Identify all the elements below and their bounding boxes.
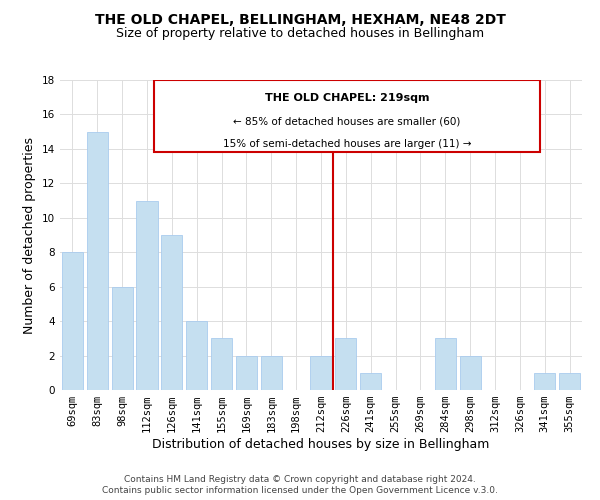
Text: 15% of semi-detached houses are larger (11) →: 15% of semi-detached houses are larger (… <box>223 138 472 148</box>
Bar <box>161 235 182 390</box>
Bar <box>435 338 456 390</box>
Text: THE OLD CHAPEL, BELLINGHAM, HEXHAM, NE48 2DT: THE OLD CHAPEL, BELLINGHAM, HEXHAM, NE48… <box>95 12 505 26</box>
Bar <box>335 338 356 390</box>
Bar <box>87 132 108 390</box>
Bar <box>460 356 481 390</box>
Bar <box>310 356 332 390</box>
Text: THE OLD CHAPEL: 219sqm: THE OLD CHAPEL: 219sqm <box>265 93 430 103</box>
Bar <box>112 286 133 390</box>
Text: Size of property relative to detached houses in Bellingham: Size of property relative to detached ho… <box>116 28 484 40</box>
Bar <box>261 356 282 390</box>
Bar <box>534 373 555 390</box>
Bar <box>559 373 580 390</box>
Bar <box>186 321 207 390</box>
Text: ← 85% of detached houses are smaller (60): ← 85% of detached houses are smaller (60… <box>233 117 461 127</box>
Bar <box>62 252 83 390</box>
Text: Contains public sector information licensed under the Open Government Licence v.: Contains public sector information licen… <box>102 486 498 495</box>
Bar <box>136 200 158 390</box>
Text: Contains HM Land Registry data © Crown copyright and database right 2024.: Contains HM Land Registry data © Crown c… <box>124 475 476 484</box>
X-axis label: Distribution of detached houses by size in Bellingham: Distribution of detached houses by size … <box>152 438 490 451</box>
Bar <box>211 338 232 390</box>
Y-axis label: Number of detached properties: Number of detached properties <box>23 136 37 334</box>
FancyBboxPatch shape <box>154 80 540 152</box>
Bar <box>236 356 257 390</box>
Bar <box>360 373 381 390</box>
